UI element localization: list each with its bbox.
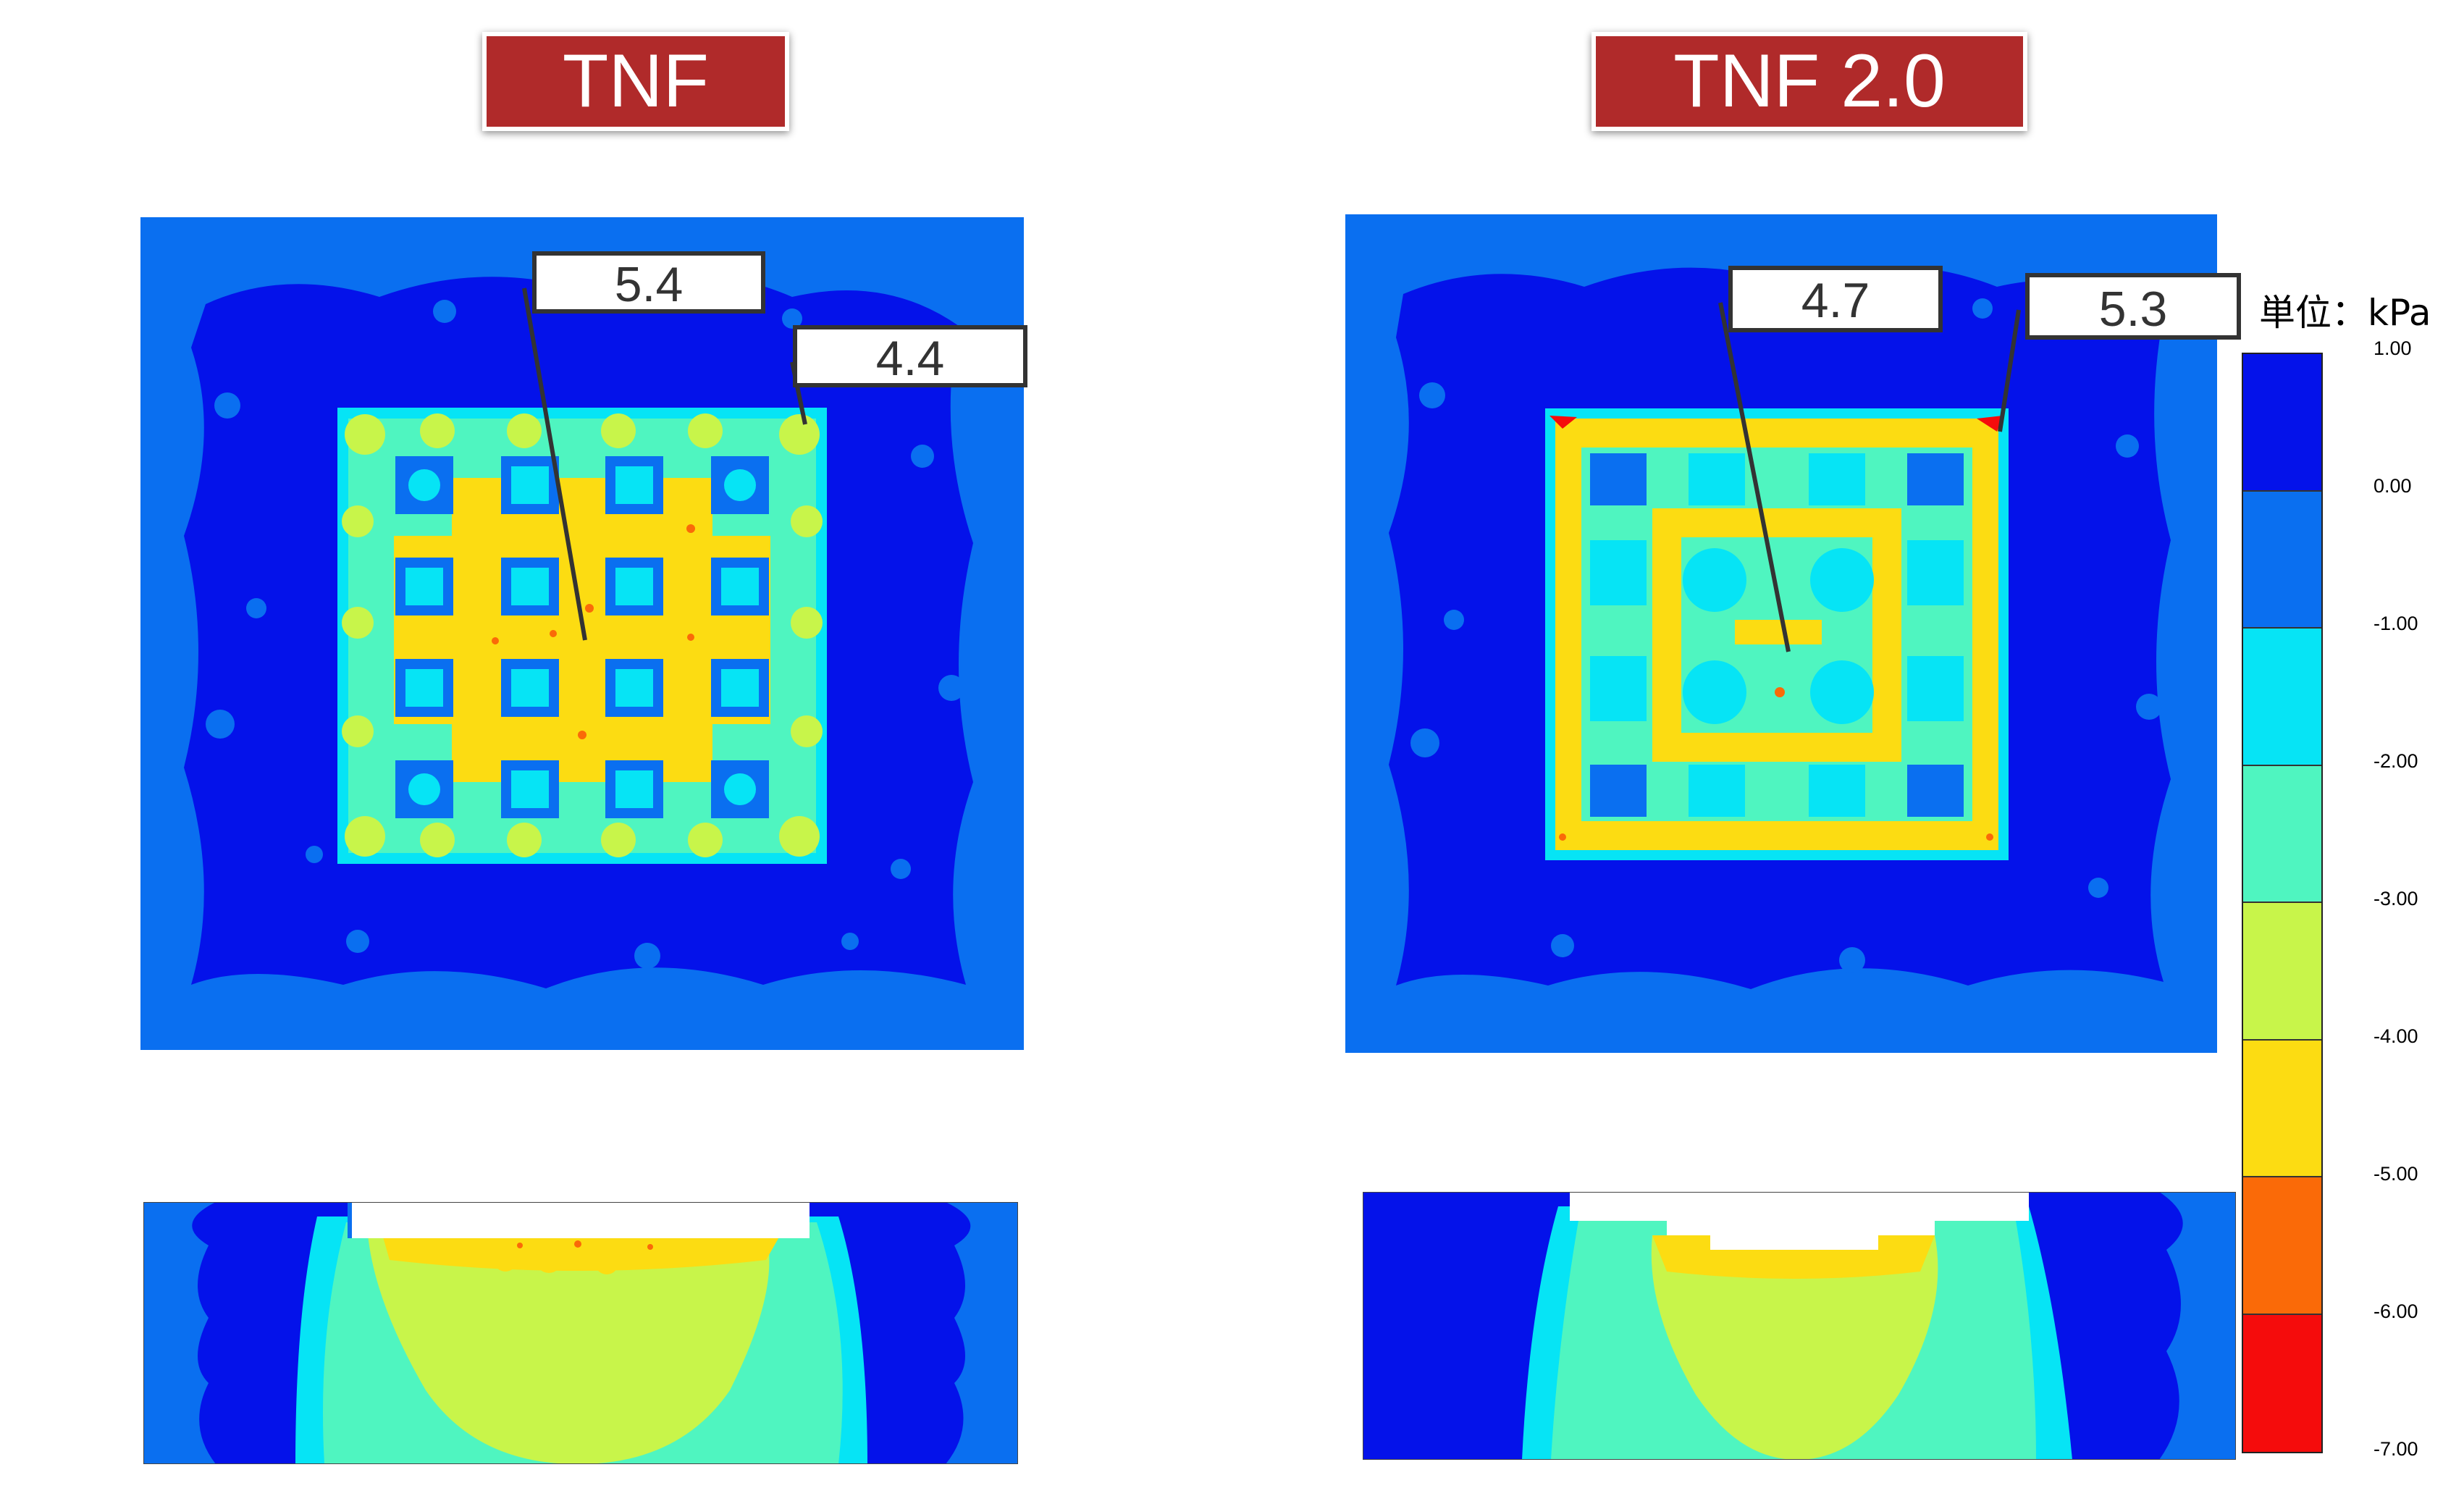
legend-tick-label: 0.00	[2373, 475, 2412, 497]
tnf2-section-contour	[1363, 1192, 2236, 1460]
legend-colorbar	[2242, 353, 2323, 1453]
tnf2-title: TNF 2.0	[1591, 32, 2027, 131]
legend-tick-label: -1.00	[2373, 613, 2418, 634]
legend-swatch	[2243, 491, 2321, 629]
legend-tick-label: -6.00	[2373, 1300, 2418, 1322]
legend-tick-label: 1.00	[2373, 337, 2412, 359]
tnf-callout-center: 5.4	[615, 257, 684, 312]
legend-tick-label: -3.00	[2373, 888, 2418, 909]
legend-tick-label: -5.00	[2373, 1163, 2418, 1185]
tnf-title: TNF	[482, 32, 789, 131]
legend-swatch	[2243, 1177, 2321, 1315]
tnf2-callout-corner: 5.3	[2099, 282, 2168, 337]
legend-swatch	[2243, 1314, 2321, 1452]
legend-tick-label: -4.00	[2373, 1025, 2418, 1047]
legend-swatch	[2243, 354, 2321, 492]
legend-unit: 単位：kPa	[2259, 292, 2431, 334]
legend-swatch	[2243, 629, 2321, 766]
legend-swatch	[2243, 1040, 2321, 1177]
tnf2-callout-center: 4.7	[1801, 273, 1870, 328]
tnf-section-contour	[143, 1202, 1018, 1464]
tnf-callout-corner: 4.4	[876, 331, 945, 386]
legend-swatch	[2243, 765, 2321, 903]
legend-tick-label: -7.00	[2373, 1438, 2418, 1460]
legend-tick-label: -2.00	[2373, 750, 2418, 772]
tnf2-plan-contour	[1345, 214, 2217, 1053]
legend-swatch	[2243, 903, 2321, 1041]
